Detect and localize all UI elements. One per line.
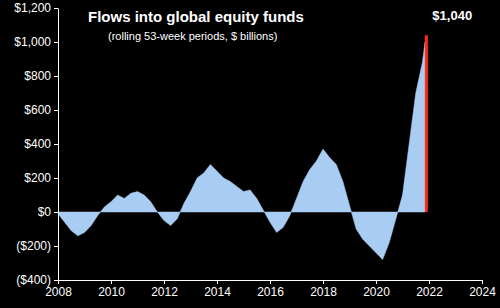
x-tick-mark <box>111 280 112 284</box>
x-tick-label: 2014 <box>204 285 231 299</box>
y-tick: ($200) <box>16 239 58 253</box>
x-tick-mark <box>482 280 483 284</box>
y-tick: $800 <box>24 69 58 83</box>
subtitle: (rolling 53-week periods, $ billions) <box>108 30 277 42</box>
y-tick-mark <box>54 76 58 77</box>
y-tick-mark <box>54 144 58 145</box>
y-tick-label: $1,200 <box>14 1 51 15</box>
x-tick-label: 2022 <box>416 285 443 299</box>
x-axis: 2008 2010 2012 2014 2016 2018 2020 2022 2024 <box>45 280 496 299</box>
y-tick-mark <box>54 246 58 247</box>
y-tick-mark <box>54 110 58 111</box>
y-tick-label: $400 <box>24 137 51 151</box>
y-tick-mark <box>54 42 58 43</box>
x-tick-mark <box>164 280 165 284</box>
plot-area <box>58 35 428 259</box>
x-tick-mark <box>58 280 59 284</box>
y-tick-mark <box>54 212 58 213</box>
y-tick-label: $1,000 <box>14 35 51 49</box>
x-tick-label: 2024 <box>469 285 496 299</box>
x-tick: 2008 <box>45 280 72 299</box>
y-tick-mark <box>54 8 58 9</box>
y-tick-label: $0 <box>38 205 52 219</box>
x-tick-mark <box>270 280 271 284</box>
x-tick: 2020 <box>363 280 390 299</box>
x-tick-mark <box>217 280 218 284</box>
y-tick-label: $800 <box>24 69 51 83</box>
title: Flows into global equity funds <box>88 8 304 25</box>
y-tick: $400 <box>24 137 58 151</box>
flow-area <box>58 42 425 260</box>
x-tick-label: 2018 <box>310 285 337 299</box>
x-tick: 2012 <box>151 280 178 299</box>
y-tick-label: ($200) <box>16 239 51 253</box>
y-tick: $1,200 <box>14 1 58 15</box>
x-tick-label: 2012 <box>151 285 178 299</box>
x-tick-label: 2008 <box>45 285 72 299</box>
x-tick-label: 2010 <box>98 285 125 299</box>
y-tick-mark <box>54 280 58 281</box>
chart: ($400)($200)$0$200$400$600$800$1,000$1,2… <box>0 0 500 308</box>
x-tick: 2010 <box>98 280 125 299</box>
highlight-label: $1,040 <box>432 8 472 23</box>
y-tick-label: $200 <box>24 171 51 185</box>
x-tick: 2014 <box>204 280 231 299</box>
x-tick-label: 2020 <box>363 285 390 299</box>
y-axis-line <box>58 9 59 281</box>
x-tick: 2018 <box>310 280 337 299</box>
y-tick: $600 <box>24 103 58 117</box>
y-tick: $1,000 <box>14 35 58 49</box>
x-tick: 2016 <box>257 280 284 299</box>
highlight-bar <box>425 35 428 212</box>
y-tick-label: $600 <box>24 103 51 117</box>
x-tick-mark <box>376 280 377 284</box>
y-tick: $200 <box>24 171 58 185</box>
y-tick: $0 <box>38 205 58 219</box>
y-axis: ($400)($200)$0$200$400$600$800$1,000$1,2… <box>14 1 58 287</box>
x-tick-mark <box>429 280 430 284</box>
x-tick: 2022 <box>416 280 443 299</box>
x-tick: 2024 <box>469 280 496 299</box>
y-tick-mark <box>54 178 58 179</box>
x-tick-mark <box>323 280 324 284</box>
x-tick-label: 2016 <box>257 285 284 299</box>
